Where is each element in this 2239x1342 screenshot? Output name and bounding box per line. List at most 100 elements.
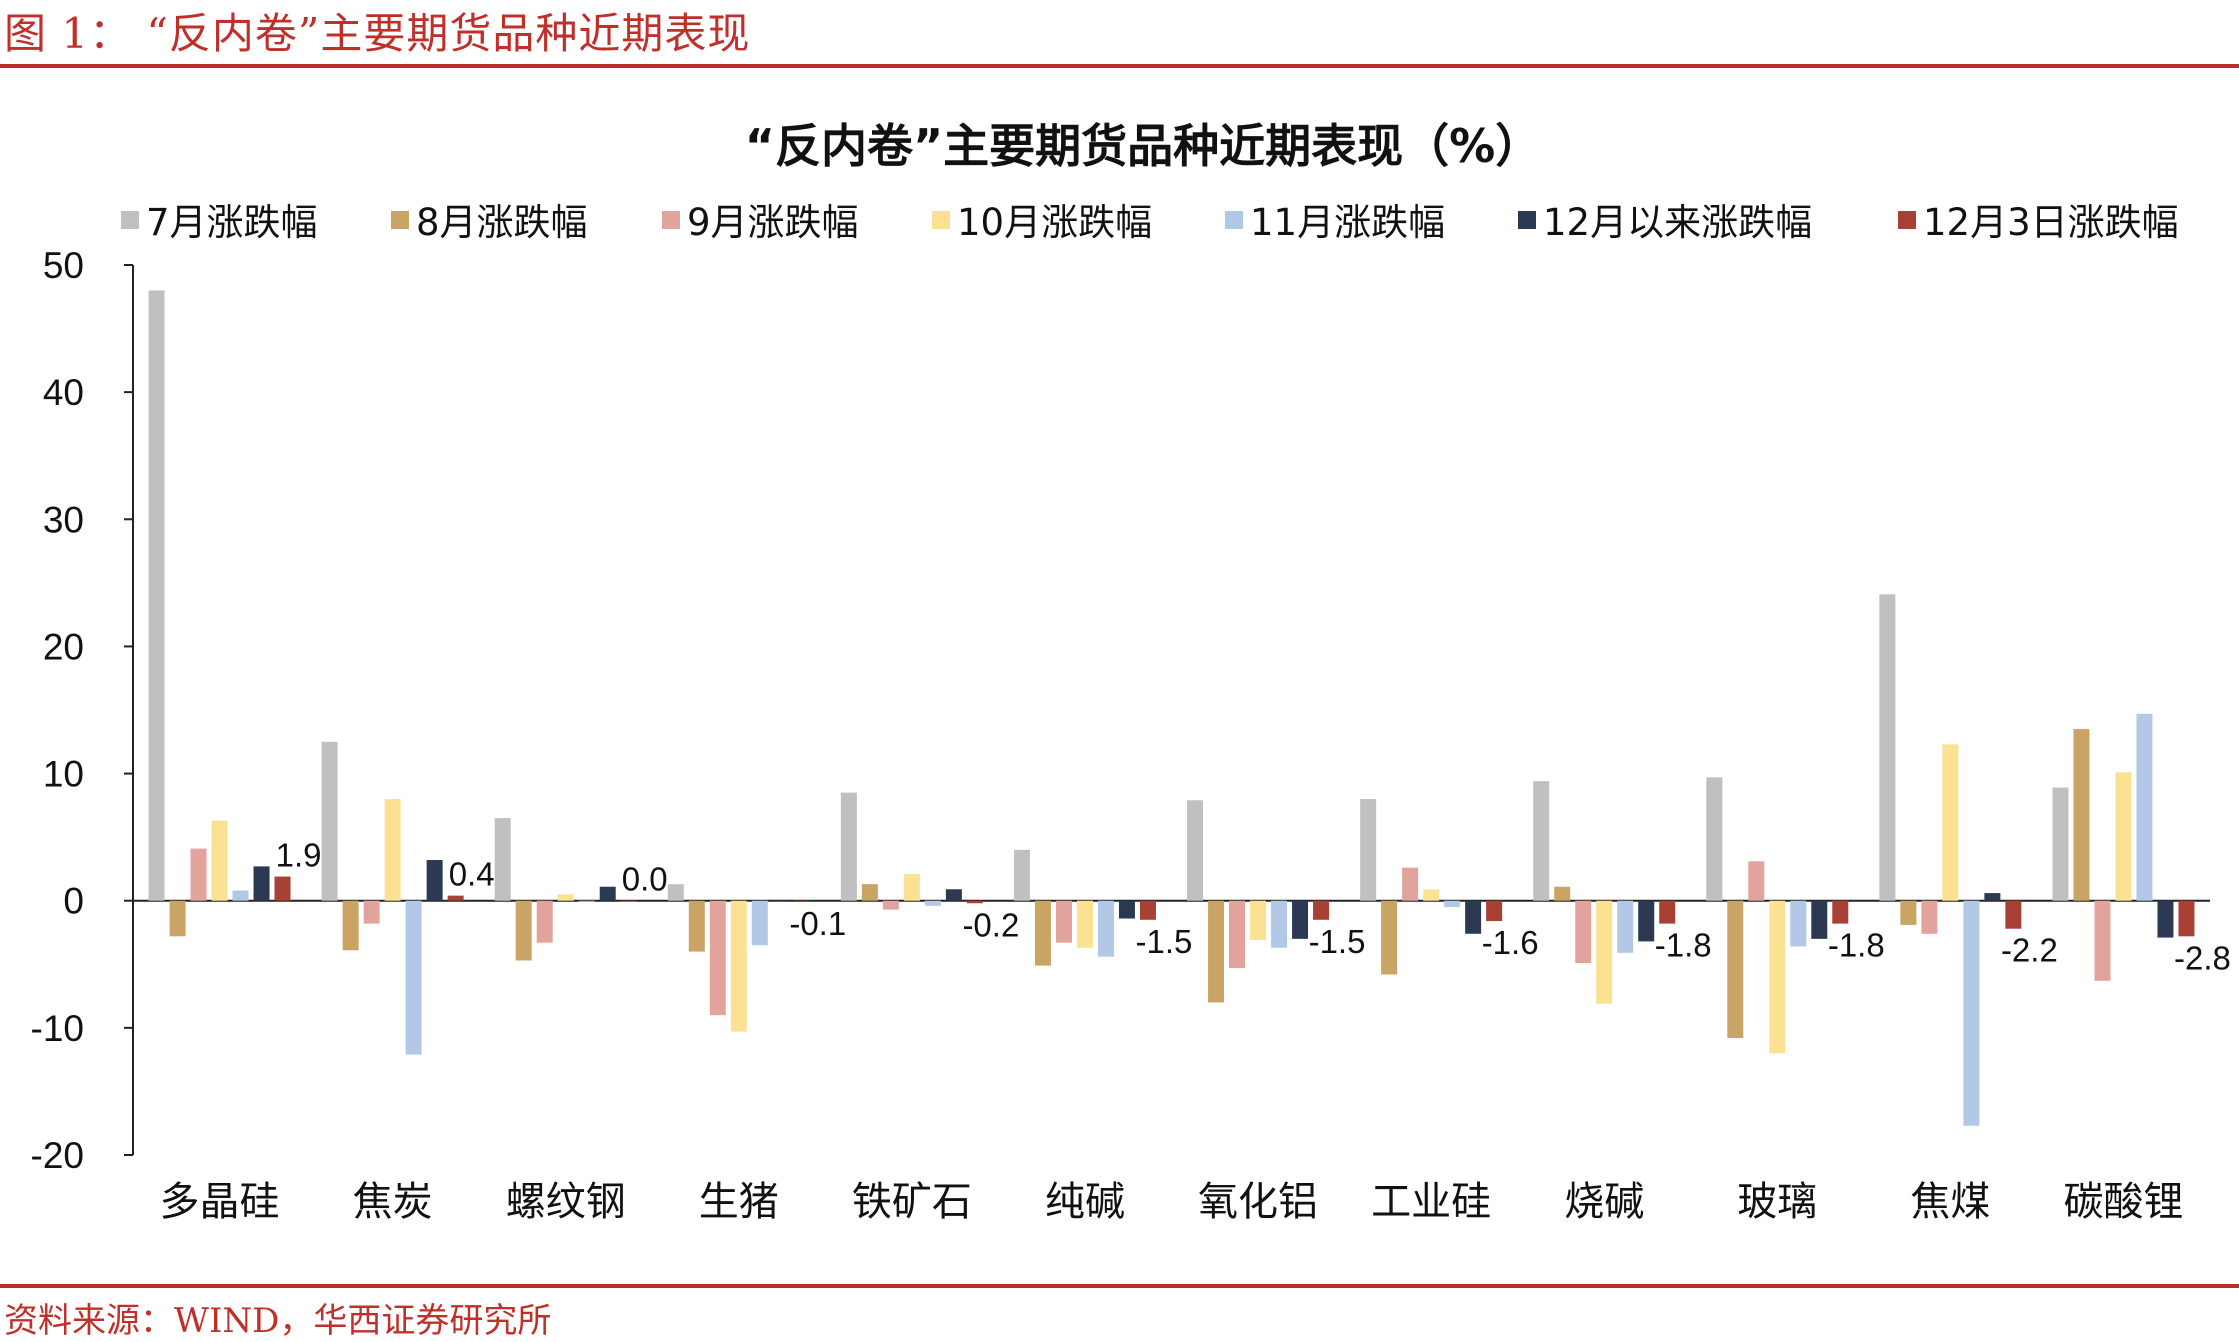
category-label: 玻璃 (1737, 1179, 1817, 1225)
y-tick-label: 50 (43, 245, 84, 286)
bar (1963, 900, 1980, 1126)
legend-label-1: 7月涨跌幅 (146, 201, 318, 244)
bar (793, 900, 810, 902)
source-note: 资料来源：WIND，华西证券研究所 (4, 1301, 552, 1341)
bar (1659, 900, 1676, 924)
bar (1076, 900, 1093, 948)
header-rule (0, 64, 2239, 68)
data-label: 0.4 (449, 856, 495, 893)
legend-label-7: 12月3日涨跌幅 (1923, 201, 2179, 244)
bar (1984, 893, 2001, 901)
legend-label-2: 8月涨跌幅 (416, 201, 588, 244)
bar (1554, 886, 1571, 901)
category-label: 螺纹钢 (506, 1179, 626, 1225)
bar (2094, 900, 2111, 981)
bar (1423, 889, 1440, 901)
bar (1229, 900, 1246, 969)
bar (1748, 861, 1765, 901)
y-tick-label: 30 (43, 499, 84, 540)
bar (1596, 900, 1613, 1004)
bar (945, 889, 962, 901)
figure-label: 图 1： “反内卷”主要期货品种近期表现 (4, 9, 751, 58)
category-label: 铁矿石 (852, 1179, 972, 1225)
data-label: 1.9 (276, 837, 322, 874)
bar (1465, 900, 1482, 934)
category-label: 工业硅 (1371, 1179, 1491, 1225)
bar (2073, 729, 2090, 901)
bar (342, 900, 359, 951)
bar (211, 820, 228, 901)
y-tick-label: -20 (31, 1135, 84, 1176)
bar (1187, 800, 1204, 901)
bar (148, 290, 165, 901)
bar (578, 900, 595, 902)
y-tick-label: 0 (63, 881, 84, 922)
bar (1097, 900, 1114, 957)
bar (1832, 900, 1849, 924)
bar (405, 900, 422, 1055)
bar (1706, 777, 1723, 901)
category-label: 氧化铝 (1198, 1179, 1318, 1225)
bar (515, 900, 532, 961)
bar (1942, 744, 1959, 901)
bar (1617, 900, 1634, 953)
bar (169, 900, 186, 937)
y-tick-label: 40 (43, 372, 84, 413)
y-tick-label: 10 (43, 754, 84, 795)
category-label: 碳酸锂 (2063, 1179, 2183, 1225)
footer-rule (0, 1284, 2239, 1288)
legend-swatch-1 (121, 211, 139, 229)
bar (253, 866, 270, 901)
bar (1360, 799, 1377, 901)
bar (274, 876, 291, 901)
legend-swatch-2 (391, 211, 409, 229)
category-label: 生猪 (699, 1179, 779, 1225)
category-label: 焦炭 (353, 1179, 433, 1225)
bar (1900, 900, 1917, 925)
bar (363, 900, 380, 924)
bar (730, 900, 747, 1032)
legend-label-3: 9月涨跌幅 (687, 201, 859, 244)
chart-title: “反内卷”主要期货品种近期表现（%） (745, 119, 1542, 173)
bar (321, 741, 338, 901)
data-label: -1.8 (1828, 927, 1885, 964)
chart-labels: 1.9 多晶硅 0.4 焦炭 0.0 螺纹钢 -0.1 生猪 -0.2 铁矿石 -1.5 纯碱 -1.5… (160, 837, 2231, 1225)
chart-legend: 7月涨跌幅 8月涨跌幅 9月涨跌幅 10月涨跌幅 11月涨跌幅 12月以来涨跌幅 12月3日… (121, 201, 2179, 244)
legend-label-6: 12月以来涨跌幅 (1543, 201, 1812, 244)
bar (2157, 900, 2174, 938)
bar (1769, 900, 1786, 1054)
bar (1271, 900, 1288, 948)
bar (2136, 713, 2153, 901)
bar (1879, 594, 1896, 901)
bar (903, 874, 920, 901)
bar (2178, 900, 2195, 937)
bar (1790, 900, 1807, 947)
legend-swatch-6 (1518, 211, 1536, 229)
bar (688, 900, 705, 952)
bar (1533, 781, 1550, 901)
bar (1402, 867, 1419, 901)
chart-axes: 50 40 30 20 10 0 -10 -20 (31, 245, 2210, 1176)
data-label: -1.8 (1655, 927, 1712, 964)
bar (1921, 900, 1938, 934)
chart-bars (148, 290, 2195, 1126)
data-label: -1.5 (1309, 923, 1366, 960)
data-label: -1.5 (1136, 923, 1193, 960)
legend-swatch-5 (1225, 211, 1243, 229)
category-label: 焦煤 (1910, 1179, 1990, 1225)
data-label: 0.0 (622, 861, 668, 898)
bar (1575, 900, 1592, 964)
bar (232, 890, 249, 901)
bar (1811, 900, 1828, 939)
bar (1313, 900, 1330, 920)
bar (1486, 900, 1503, 922)
bar (1013, 849, 1030, 901)
bar (861, 884, 878, 901)
bar-chart: “反内卷”主要期货品种近期表现（%） 7月涨跌幅 8月涨跌幅 9月涨跌幅 10月涨跌幅… (31, 119, 2231, 1225)
data-label: -0.2 (962, 906, 1019, 943)
data-label: -2.2 (2001, 932, 2058, 969)
bar (1118, 900, 1135, 919)
category-label: 烧碱 (1564, 1179, 1644, 1225)
legend-swatch-4 (932, 211, 950, 229)
legend-swatch-7 (1898, 211, 1916, 229)
